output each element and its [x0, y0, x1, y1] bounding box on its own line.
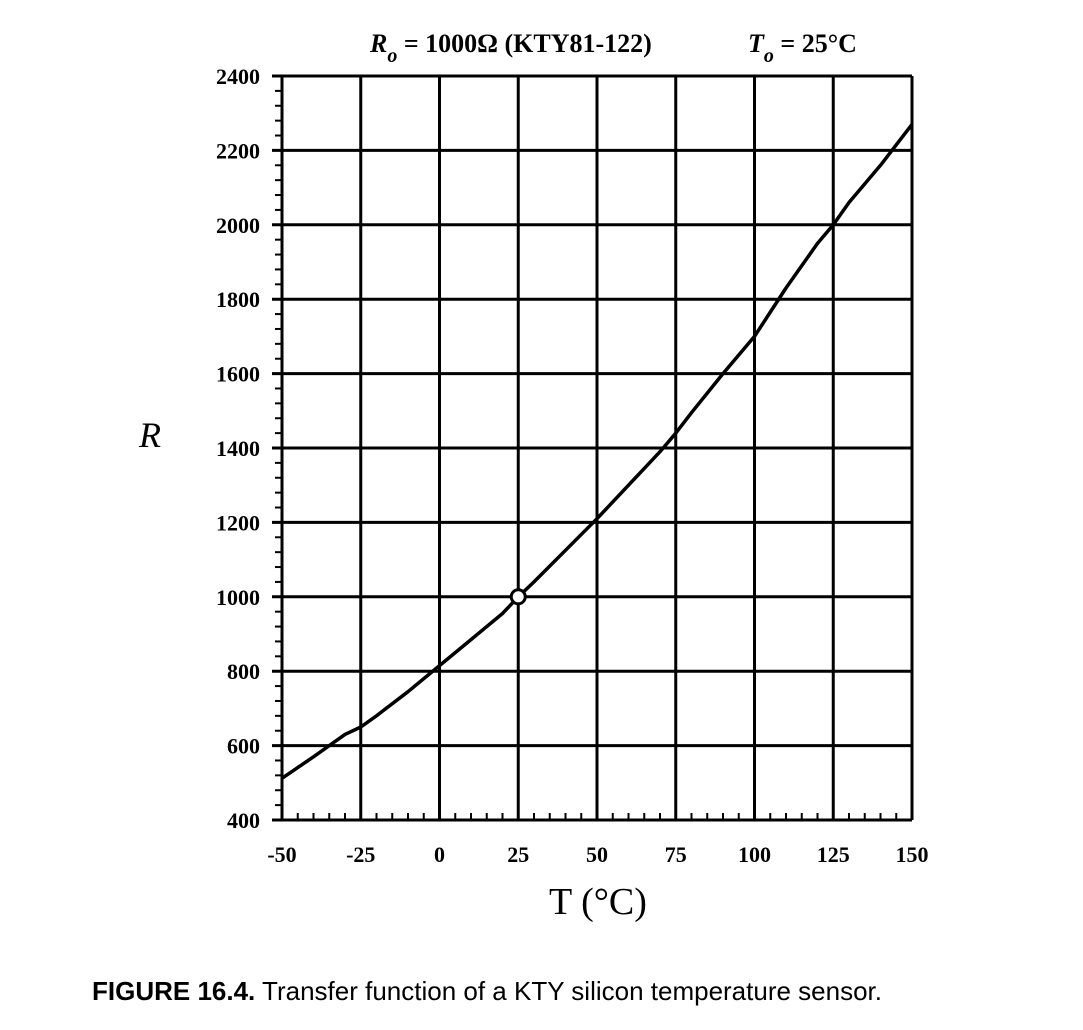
- y-tick-label: 1800: [216, 287, 260, 312]
- x-tick-label: 125: [817, 842, 850, 867]
- x-tick-label: 0: [434, 842, 445, 867]
- y-tick-label: 800: [227, 659, 260, 684]
- y-tick-label: 1400: [216, 436, 260, 461]
- y-tick-label: 1600: [216, 362, 260, 387]
- y-tick-label: 2200: [216, 138, 260, 163]
- x-tick-label: 25: [507, 842, 529, 867]
- x-tick-label: 100: [738, 842, 771, 867]
- caption-lead: FIGURE 16.4.: [92, 976, 256, 1006]
- chart-title: Ro = 1000Ω (KTY81-122) To = 25°C: [369, 29, 857, 67]
- y-tick-label: 2000: [216, 213, 260, 238]
- x-axis-label: T (°C): [549, 881, 647, 923]
- caption-text: Transfer function of a KTY silicon tempe…: [255, 976, 882, 1006]
- y-tick-label: 1200: [216, 510, 260, 535]
- x-tick-label: -50: [267, 842, 296, 867]
- reference-point-marker: [509, 588, 527, 606]
- tick-labels: -50 -25 0 25 50 75 100 125 150 400 600 800 1000 1200 1…: [216, 64, 929, 867]
- series: [281, 123, 914, 780]
- figure-caption: FIGURE 16.4. Transfer function of a KTY …: [92, 976, 882, 1007]
- y-tick-label: 2400: [216, 64, 260, 89]
- series-line: [281, 123, 914, 780]
- y-tick-label: 1000: [216, 585, 260, 610]
- grid: [272, 74, 914, 822]
- y-tick-label: 400: [227, 808, 260, 833]
- x-tick-label: 150: [896, 842, 929, 867]
- x-tick-label: -25: [346, 842, 375, 867]
- x-tick-label: 75: [665, 842, 687, 867]
- y-tick-label: 600: [227, 734, 260, 759]
- x-tick-label: 50: [586, 842, 608, 867]
- y-axis-label: R: [138, 415, 161, 455]
